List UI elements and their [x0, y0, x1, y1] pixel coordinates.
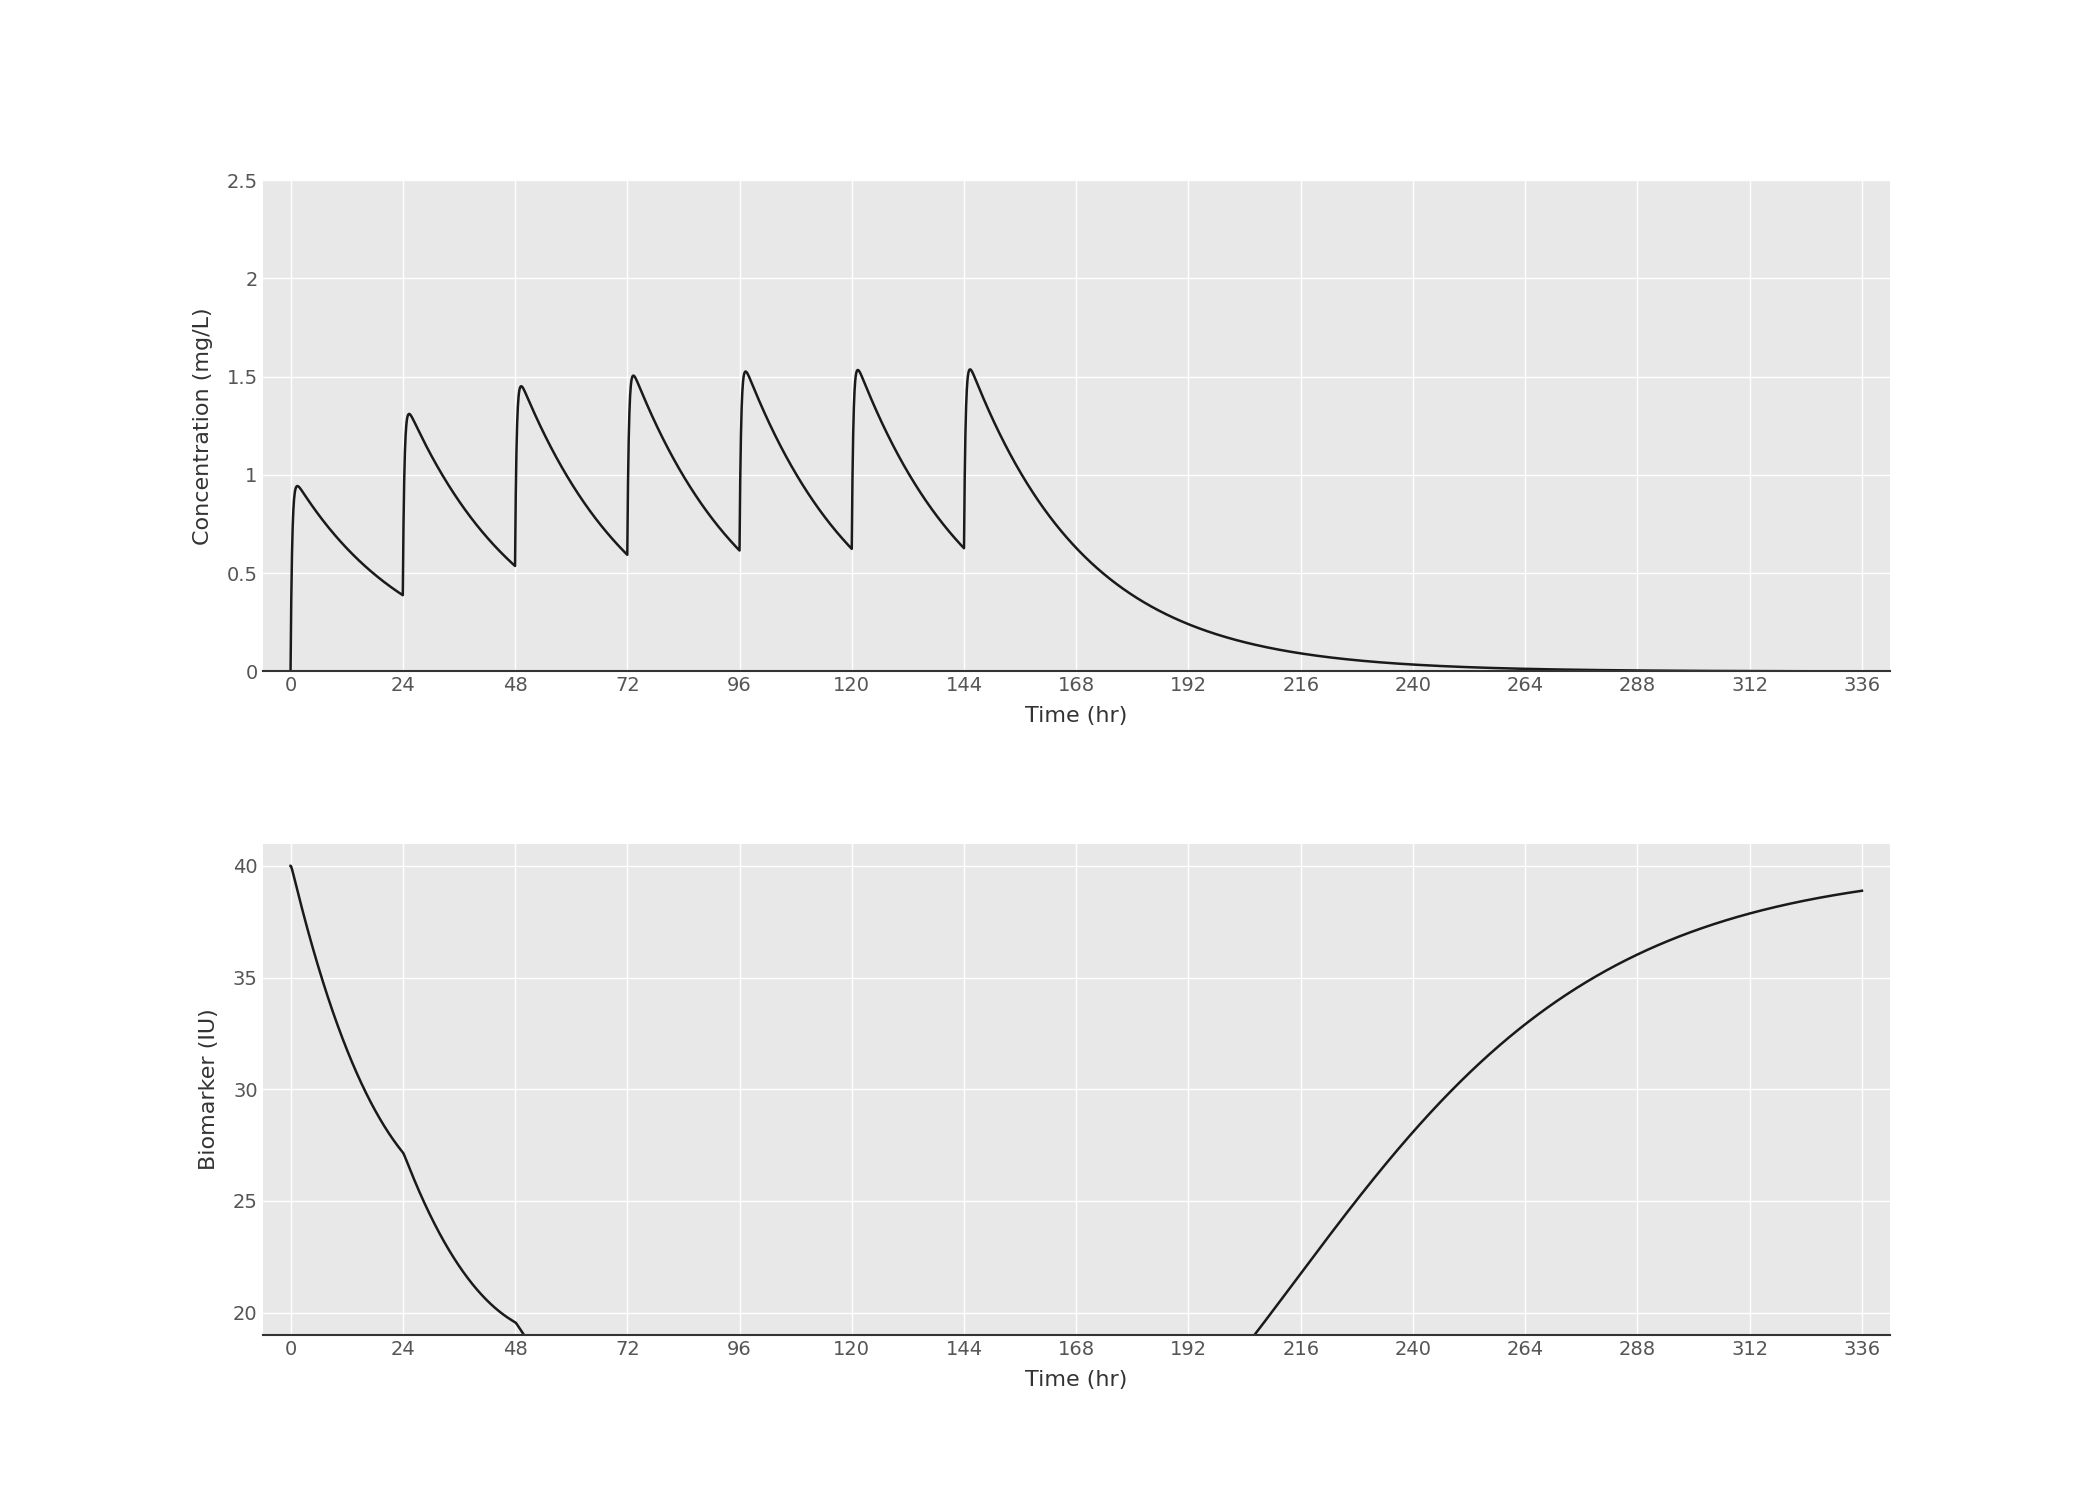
Y-axis label: Concentration (mg/L): Concentration (mg/L): [193, 308, 212, 544]
X-axis label: Time (hr): Time (hr): [1025, 706, 1128, 726]
Y-axis label: Biomarker (IU): Biomarker (IU): [200, 1008, 218, 1170]
X-axis label: Time (hr): Time (hr): [1025, 1370, 1128, 1390]
